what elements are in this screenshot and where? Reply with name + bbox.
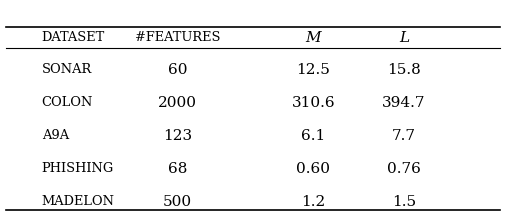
Text: M: M xyxy=(305,31,321,45)
Text: 7.7: 7.7 xyxy=(391,129,415,143)
Text: A9A: A9A xyxy=(41,129,69,142)
Text: 0.60: 0.60 xyxy=(296,162,330,176)
Text: COLON: COLON xyxy=(41,96,93,109)
Text: 394.7: 394.7 xyxy=(381,96,425,110)
Text: 123: 123 xyxy=(163,129,192,143)
Text: 15.8: 15.8 xyxy=(386,63,420,77)
Text: 68: 68 xyxy=(168,162,187,176)
Text: 1.2: 1.2 xyxy=(300,195,325,209)
Text: 1.5: 1.5 xyxy=(391,195,415,209)
Text: 12.5: 12.5 xyxy=(296,63,330,77)
Text: 310.6: 310.6 xyxy=(291,96,334,110)
Text: PHISHING: PHISHING xyxy=(41,162,114,175)
Text: SONAR: SONAR xyxy=(41,63,92,76)
Text: 6.1: 6.1 xyxy=(300,129,325,143)
Text: MADELON: MADELON xyxy=(41,195,115,208)
Text: L: L xyxy=(398,31,408,45)
Text: 500: 500 xyxy=(163,195,192,209)
Text: 60: 60 xyxy=(168,63,187,77)
Text: 0.76: 0.76 xyxy=(386,162,420,176)
Text: DATASET: DATASET xyxy=(41,31,105,44)
Text: #FEATURES: #FEATURES xyxy=(134,31,220,44)
Text: 2000: 2000 xyxy=(158,96,196,110)
